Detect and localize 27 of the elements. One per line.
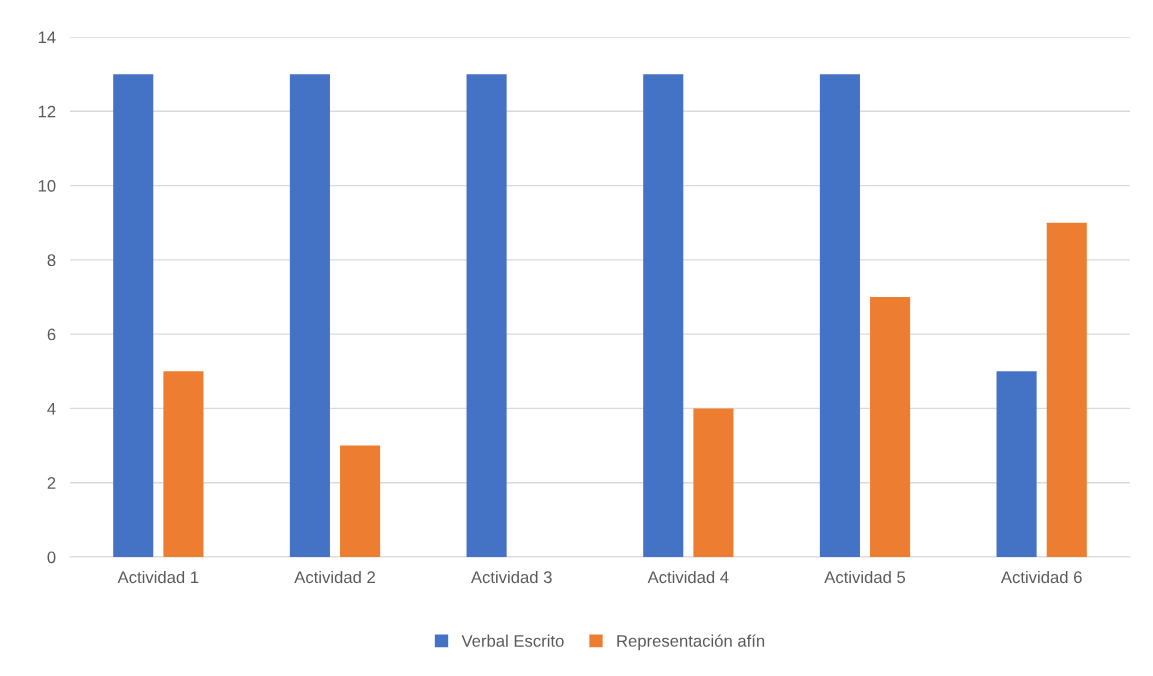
- bar: [643, 74, 684, 557]
- x-tick-label: Actividad 1: [117, 570, 199, 584]
- bar: [163, 371, 204, 557]
- bar: [340, 445, 381, 557]
- bar: [1046, 222, 1087, 557]
- x-tick-label: Actividad 5: [824, 570, 906, 584]
- x-tick-label: Actividad 4: [647, 570, 729, 584]
- y-tick-label: 0: [47, 551, 56, 564]
- bar: [113, 74, 154, 557]
- x-tick-label: Actividad 2: [294, 570, 375, 584]
- y-tick-label: 2: [47, 477, 56, 489]
- legend-label: Representación afín: [617, 634, 765, 651]
- y-tick-label: 10: [38, 179, 56, 192]
- legend-label: Verbal Escrito: [461, 634, 564, 647]
- bar: [870, 297, 911, 557]
- y-tick-label: 14: [38, 31, 56, 44]
- x-tick-label: Actividad 6: [1000, 570, 1082, 584]
- bar: [693, 408, 734, 557]
- y-tick-label: 8: [47, 254, 56, 267]
- y-tick-label: 6: [47, 328, 56, 341]
- bar: [819, 74, 860, 557]
- bar: [289, 74, 330, 557]
- x-tick-label: Actividad 3: [470, 570, 552, 584]
- bar: [466, 74, 507, 557]
- bar: [996, 371, 1037, 557]
- y-tick-label: 4: [47, 403, 56, 415]
- y-tick-label: 12: [38, 105, 56, 118]
